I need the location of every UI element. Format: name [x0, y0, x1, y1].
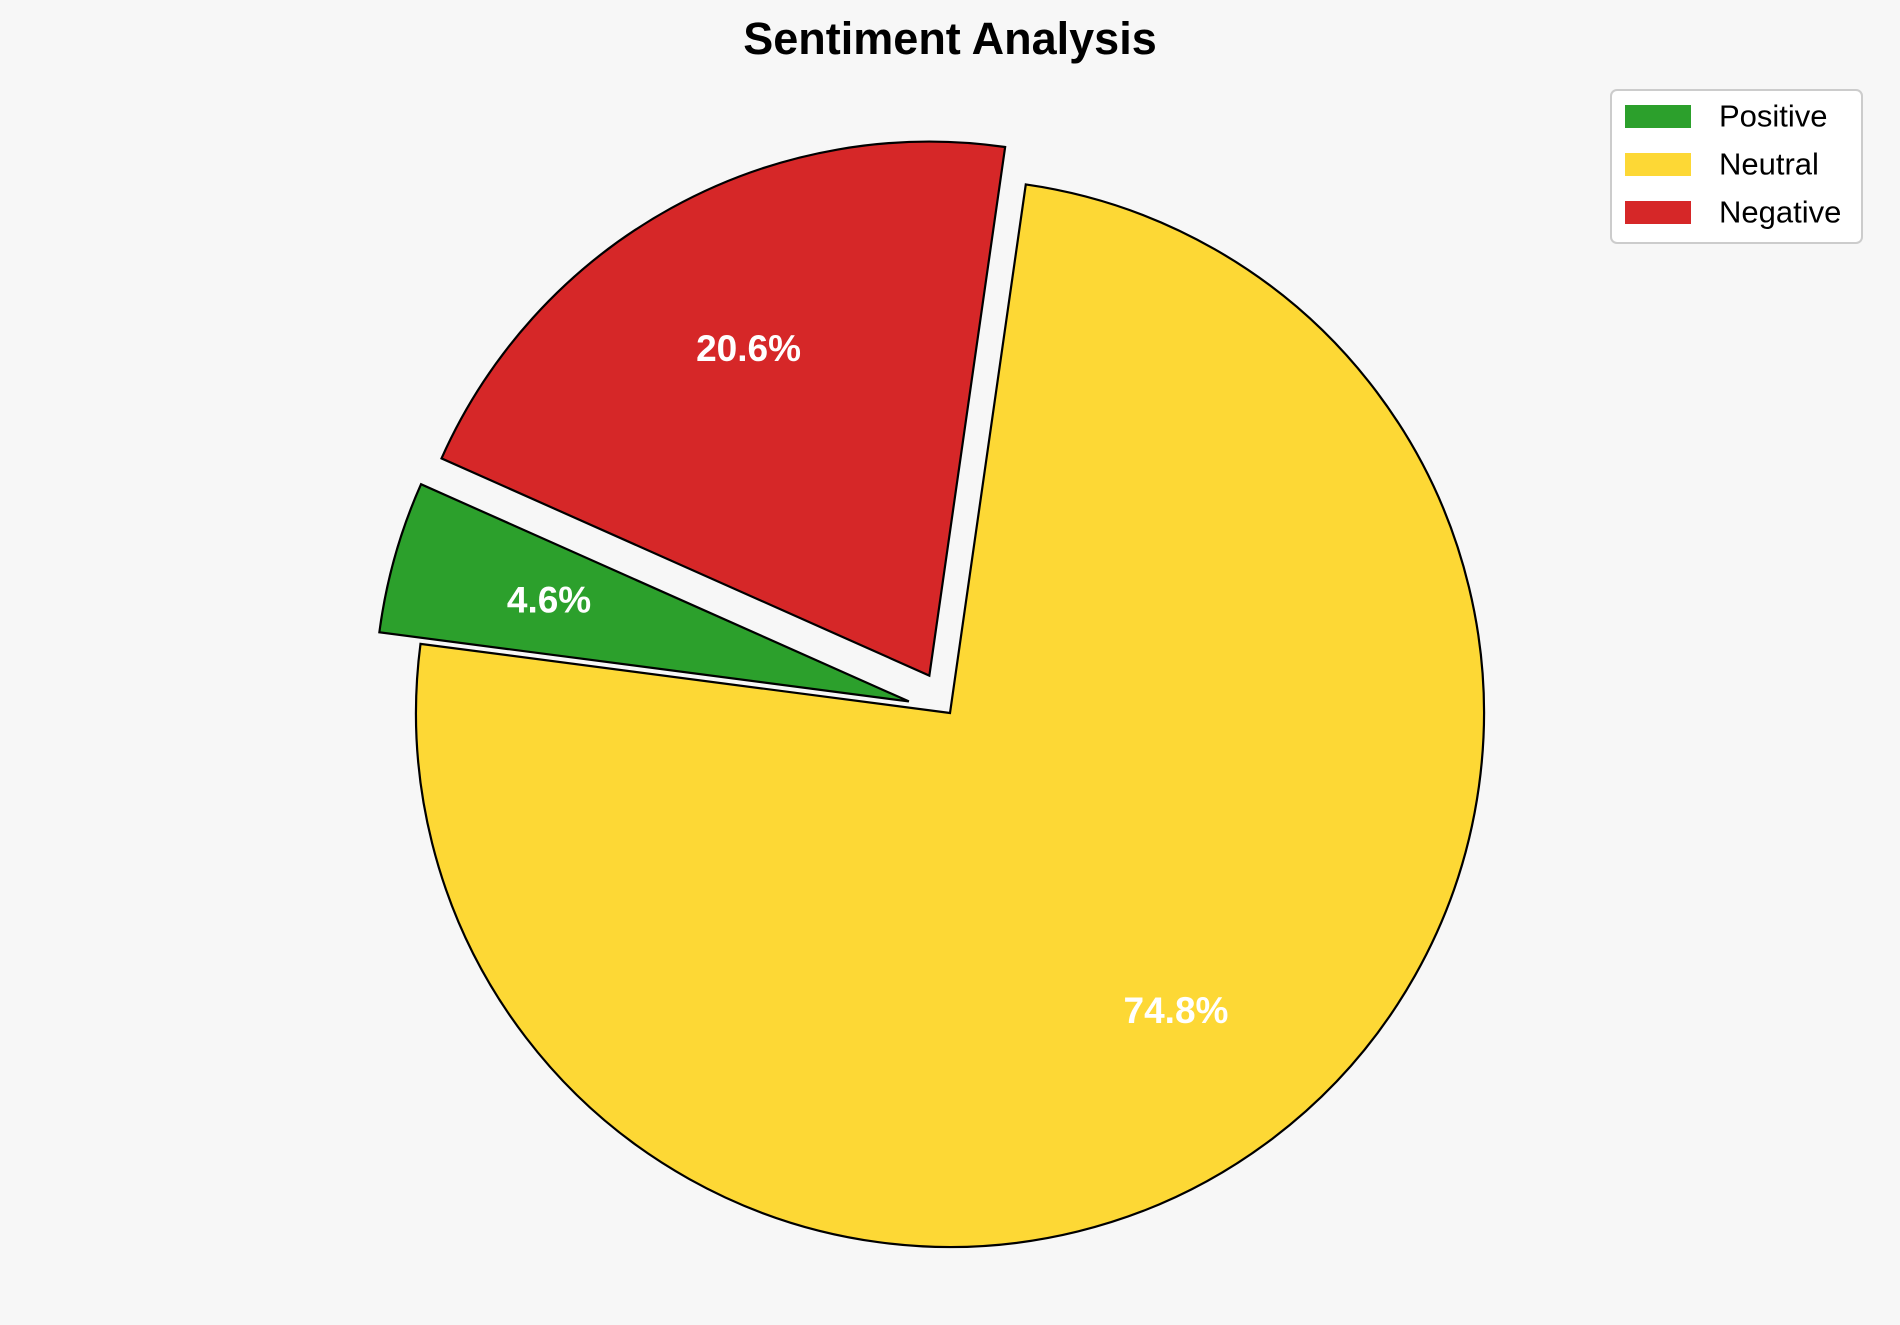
legend-swatch-positive	[1625, 105, 1691, 128]
legend-label-negative: Negative	[1719, 195, 1841, 230]
slice-label-positive: 4.6%	[507, 580, 591, 621]
legend-label-neutral: Neutral	[1719, 147, 1819, 182]
pie-slice-negative	[440, 140, 1007, 678]
pie-slice-positive	[378, 482, 910, 703]
pie-slice-neutral	[414, 183, 1486, 1249]
pie-slices	[378, 140, 1486, 1249]
slice-label-negative: 20.6%	[696, 328, 801, 369]
chart-title: Sentiment Analysis	[743, 13, 1156, 64]
legend-label-positive: Positive	[1719, 99, 1828, 134]
legend-swatch-neutral	[1625, 153, 1691, 176]
slice-label-neutral: 74.8%	[1124, 990, 1229, 1031]
pie-slice-labels: 4.6% 74.8% 20.6%	[507, 328, 1229, 1031]
legend-swatch-negative	[1625, 201, 1691, 224]
legend: Positive Neutral Negative	[1610, 89, 1863, 244]
